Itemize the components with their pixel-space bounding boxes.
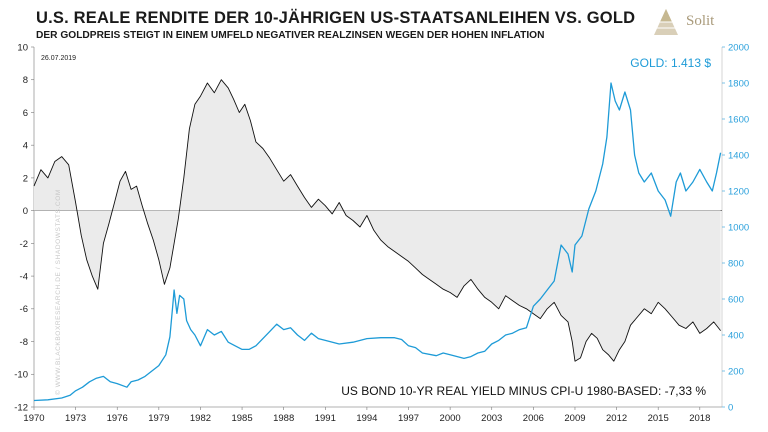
y-right-tick-label: 1800 [728,78,749,89]
x-tick-label: 1979 [148,413,169,424]
y-right-tick-label: 400 [728,330,744,341]
x-tick-label: 1973 [65,413,86,424]
y-left-tick-label: -6 [20,304,28,315]
y-right-tick-label: 2000 [728,42,749,53]
y-left-tick-label: 0 [23,206,28,217]
chart-subtitle: DER GOLDPREIS STEIGT IN EINEM UMFELD NEG… [36,30,545,41]
watermark-text: © WWW.BLACKBOXRESEARCH.DE / SHADOWSTATS.… [54,189,62,395]
real-yield-line [33,79,721,362]
y-left-tick-label: -10 [14,370,28,381]
y-left-tick-label: -4 [20,271,28,282]
x-tick-label: 1988 [273,413,294,424]
x-tick-label: 1970 [23,413,44,424]
x-tick-label: 2006 [523,413,544,424]
x-tick-label: 1991 [315,413,336,424]
y-right-tick-label: 600 [728,294,744,305]
x-tick-label: 2009 [564,413,585,424]
x-tick-label: 2012 [606,413,627,424]
y-left-tick-label: -2 [20,239,28,250]
y-left-tick-label: 2 [23,173,28,184]
x-tick-label: 2018 [689,413,710,424]
gold-price-line [33,82,722,402]
y-right-tick-label: 200 [728,366,744,377]
y-left-tick-label: 6 [23,108,28,119]
logo-text: Solit [686,13,715,29]
x-tick-label: 1994 [356,413,377,424]
x-tick-label: 1985 [231,413,252,424]
x-tick-label: 2015 [648,413,669,424]
gold-price-label: GOLD: 1.413 $ [630,56,711,70]
y-right-tick-label: 1200 [728,186,749,197]
y-right-tick-label: 1400 [728,150,749,161]
x-tick-label: 1997 [398,413,419,424]
chart-title: U.S. REALE RENDITE DER 10-JÄHRIGEN US-ST… [36,9,636,27]
y-left-tick-label: 8 [23,75,28,86]
y-left-tick-label: -12 [14,402,28,413]
x-tick-label: 2000 [440,413,461,424]
y-right-tick-label: 0 [728,402,733,413]
y-left-tick-label: 10 [17,42,28,53]
y-right-tick-label: 1600 [728,114,749,125]
real-yield-label: US BOND 10-YR REAL YIELD MINUS CPI-U 198… [341,384,706,398]
x-tick-label: 2003 [481,413,502,424]
y-right-tick-label: 1000 [728,222,749,233]
y-left-tick-label: 4 [23,141,28,152]
y-right-tick-label: 800 [728,258,744,269]
solit-logo-icon [654,9,678,35]
date-label: 26.07.2019 [41,55,76,62]
x-tick-label: 1982 [190,413,211,424]
y-left-tick-label: -8 [20,337,28,348]
real-yield-area [34,79,721,362]
x-tick-label: 1976 [107,413,128,424]
